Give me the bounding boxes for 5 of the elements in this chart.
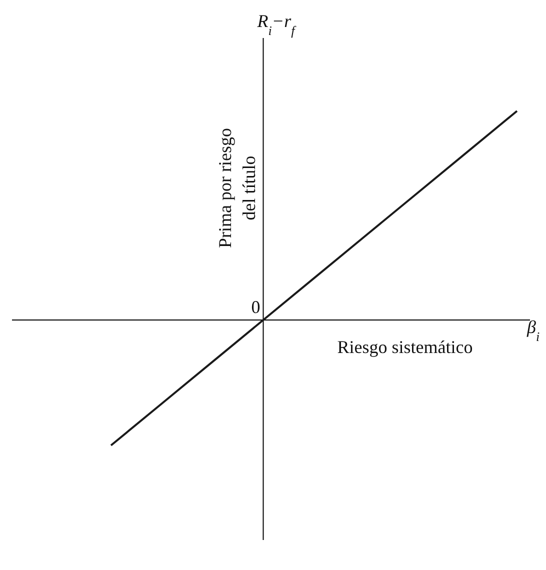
text: R$_{i}$−r$_{f}$ [256, 11, 298, 38]
y-axis-title: Prima por riesgo del título [215, 128, 259, 248]
annotation: 0 [251, 297, 260, 317]
x-axis-title: Riesgo sistemático [337, 337, 473, 357]
annotation: β$_{i}$ [526, 317, 540, 344]
